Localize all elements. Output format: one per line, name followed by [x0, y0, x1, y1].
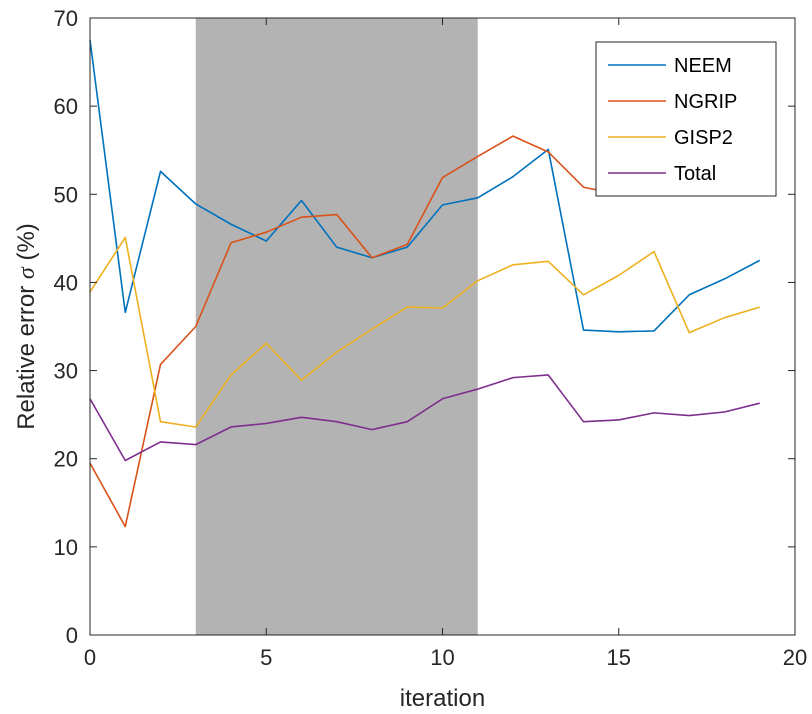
series-line-gisp2 — [89, 236, 760, 428]
series-line-total — [89, 374, 760, 462]
y-axis-label-symbol: σ — [14, 266, 40, 279]
x-axis-label: iteration — [400, 685, 485, 712]
x-tick-label: 10 — [430, 645, 454, 670]
series-line-neem — [89, 39, 761, 333]
y-axis-label: Relative error σ (%) — [13, 223, 40, 430]
axes-layer: 0 5 10 15 20 0 10 20 30 40 50 60 70 — [54, 6, 808, 670]
y-tick-label: 50 — [54, 182, 78, 207]
y-tick-label: 20 — [54, 447, 78, 472]
x-tick-label: 5 — [260, 645, 272, 670]
legend-label-ngrip: NGRIP — [674, 91, 737, 113]
legend-box — [595, 41, 777, 197]
y-axis-label-prefix: Relative error — [13, 279, 40, 430]
y-tick-label: 0 — [66, 623, 78, 648]
y-axis-label-suffix: (%) — [13, 223, 40, 267]
y-tick-label: 30 — [54, 359, 78, 384]
shaded-region — [195, 18, 478, 635]
legend-label-neem: NEEM — [674, 55, 732, 77]
y-tick-label: 70 — [54, 6, 78, 31]
legend: NEEM NGRIP GISP2 Total — [595, 41, 777, 197]
y-tick-label: 10 — [54, 535, 78, 560]
y-tick-label: 60 — [54, 94, 78, 119]
y-tick-label: 40 — [54, 270, 78, 295]
x-tick-label: 20 — [783, 645, 807, 670]
legend-label-total: Total — [674, 163, 716, 185]
legend-label-gisp2: GISP2 — [674, 127, 733, 149]
plot-area — [89, 18, 761, 635]
x-tick-label: 0 — [84, 645, 96, 670]
x-tick-label: 15 — [607, 645, 631, 670]
